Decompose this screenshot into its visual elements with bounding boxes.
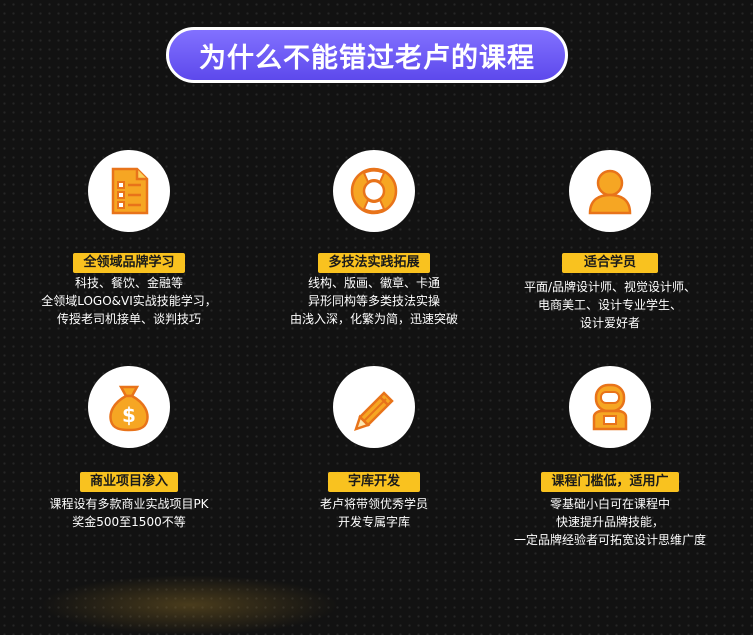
feature-desc-line: 科技、餐饮、金融等	[74, 276, 183, 290]
feature-desc-line: 老卢将带领优秀学员	[319, 497, 428, 511]
money-bag-icon: $	[109, 385, 149, 432]
feature-desc-line: 平面/品牌设计师、视觉设计师、	[523, 280, 697, 294]
decorative-glow	[40, 575, 340, 635]
feature-desc-line: 传授老司机接单、谈判技巧	[56, 312, 201, 326]
feature-label: 字库开发	[327, 472, 420, 492]
feature-label: 课程门槛低，适用广	[541, 472, 679, 492]
feature-desc-line: 线构、版画、徽章、卡通	[307, 276, 440, 290]
page-title: 为什么不能错过老卢的课程	[166, 27, 568, 83]
feature-label: 多技法实践拓展	[318, 253, 430, 273]
svg-text:$: $	[122, 403, 136, 427]
feature-label: 适合学员	[561, 253, 658, 273]
icon-badge	[88, 150, 170, 232]
feature-desc-line: 一定品牌经验者可拓宽设计思维广度	[513, 533, 706, 547]
feature-desc-line: 课程设有多款商业实战项目PK	[49, 497, 209, 511]
feature-desc-line: 电商美工、设计专业学生、	[537, 298, 682, 312]
feature-desc-line: 由浅入深，化繁为简，迅速突破	[289, 312, 458, 326]
lifebuoy-icon	[350, 167, 398, 215]
astronaut-icon	[592, 383, 628, 431]
feature-desc-line: 设计爱好者	[579, 316, 640, 330]
feature-desc-line: 异形同构等多类技法实操	[307, 294, 440, 308]
person-icon	[588, 169, 632, 215]
pencil-icon	[354, 391, 394, 431]
document-checklist-icon	[111, 167, 149, 215]
icon-badge: $	[88, 366, 170, 448]
feature-label: 商业项目渗入	[79, 472, 178, 492]
icon-badge	[333, 150, 415, 232]
feature-desc-line: 全领域LOGO&VI实战技能学习，	[41, 294, 217, 308]
feature-label: 全领域品牌学习	[73, 253, 185, 273]
feature-desc-line: 奖金500至1500不等	[72, 515, 186, 529]
icon-badge	[569, 366, 651, 448]
feature-desc-line: 零基础小白可在课程中	[549, 497, 670, 511]
feature-desc-line: 快速提升品牌技能，	[555, 515, 664, 529]
icon-badge	[569, 150, 651, 232]
feature-desc-line: 开发专属字库	[337, 515, 410, 529]
icon-badge	[333, 366, 415, 448]
